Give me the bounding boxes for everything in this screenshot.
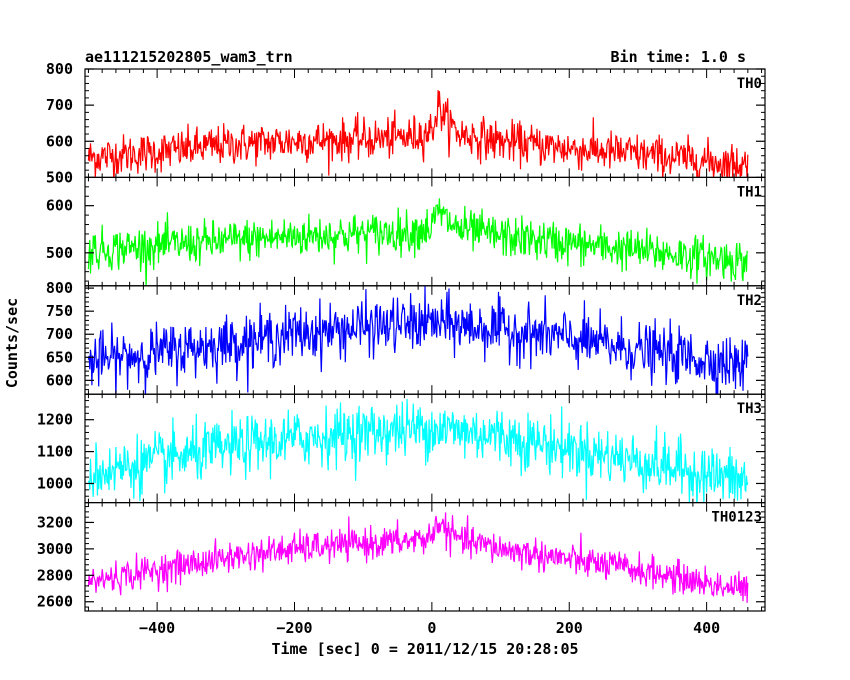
panel-stack: 500 600 700 800 TH0 500 600 TH1 600 650 700 750 800 T… bbox=[37, 60, 766, 612]
x-tick-label: −200 bbox=[276, 619, 312, 637]
band-label-th1: TH1 bbox=[737, 184, 762, 200]
panel-th1: 500 600 TH1 bbox=[46, 176, 766, 287]
y-tick-label: 600 bbox=[46, 132, 73, 150]
x-tick-label: 200 bbox=[556, 619, 583, 637]
series-line-th3 bbox=[87, 398, 749, 503]
y-tick-label: 1200 bbox=[37, 411, 73, 429]
x-axis-label: Time [sec] 0 = 2011/12/15 20:28:05 bbox=[271, 640, 578, 658]
x-tick-label: −400 bbox=[139, 619, 175, 637]
panel-th0: 500 600 700 800 TH0 bbox=[46, 60, 766, 186]
series-line-th0 bbox=[87, 90, 749, 178]
y-tick-label: 1100 bbox=[37, 443, 73, 461]
y-tick-label: 600 bbox=[46, 371, 73, 389]
series-line-th0123 bbox=[87, 512, 749, 603]
x-axis: −400 −200 0 200 400 bbox=[139, 619, 720, 637]
y-tick-label: 600 bbox=[46, 197, 73, 215]
band-label-th2: TH2 bbox=[737, 293, 762, 309]
band-label-th3: TH3 bbox=[737, 401, 762, 417]
bin-time-label: Bin time: 1.0 s bbox=[611, 48, 746, 66]
chart-title: ae111215202805_wam3_trn bbox=[85, 48, 293, 66]
x-tick-label: 400 bbox=[693, 619, 720, 637]
y-tick-label: 500 bbox=[46, 244, 73, 262]
series-line-th1 bbox=[87, 198, 749, 286]
y-tick-label: 700 bbox=[46, 325, 73, 343]
y-axis-label: Counts/sec bbox=[3, 298, 21, 388]
panel-frame bbox=[84, 502, 766, 612]
y-tick-label: 2800 bbox=[37, 566, 73, 584]
y-tick-label: 500 bbox=[46, 168, 73, 186]
panel-th2: 600 650 700 750 800 TH2 bbox=[46, 279, 766, 395]
panel-th0123: 2600 2800 3000 3200 TH0123 bbox=[37, 502, 766, 612]
y-tick-label: 700 bbox=[46, 96, 73, 114]
y-tick-label: 800 bbox=[46, 279, 73, 297]
y-tick-label: 2600 bbox=[37, 593, 73, 611]
y-tick-label: 800 bbox=[46, 60, 73, 78]
x-tick-label: 0 bbox=[427, 619, 436, 637]
y-tick-label: 3000 bbox=[37, 540, 73, 558]
y-tick-label: 3200 bbox=[37, 513, 73, 531]
y-tick-label: 1000 bbox=[37, 474, 73, 492]
band-label-th0123: TH0123 bbox=[711, 510, 762, 526]
y-tick-label: 750 bbox=[46, 302, 73, 320]
band-label-th0: TH0 bbox=[737, 76, 762, 92]
panel-frame bbox=[84, 68, 766, 179]
series-line-th2 bbox=[87, 285, 749, 395]
panel-th3: 1000 1100 1200 TH3 bbox=[37, 393, 766, 504]
y-tick-label: 650 bbox=[46, 348, 73, 366]
